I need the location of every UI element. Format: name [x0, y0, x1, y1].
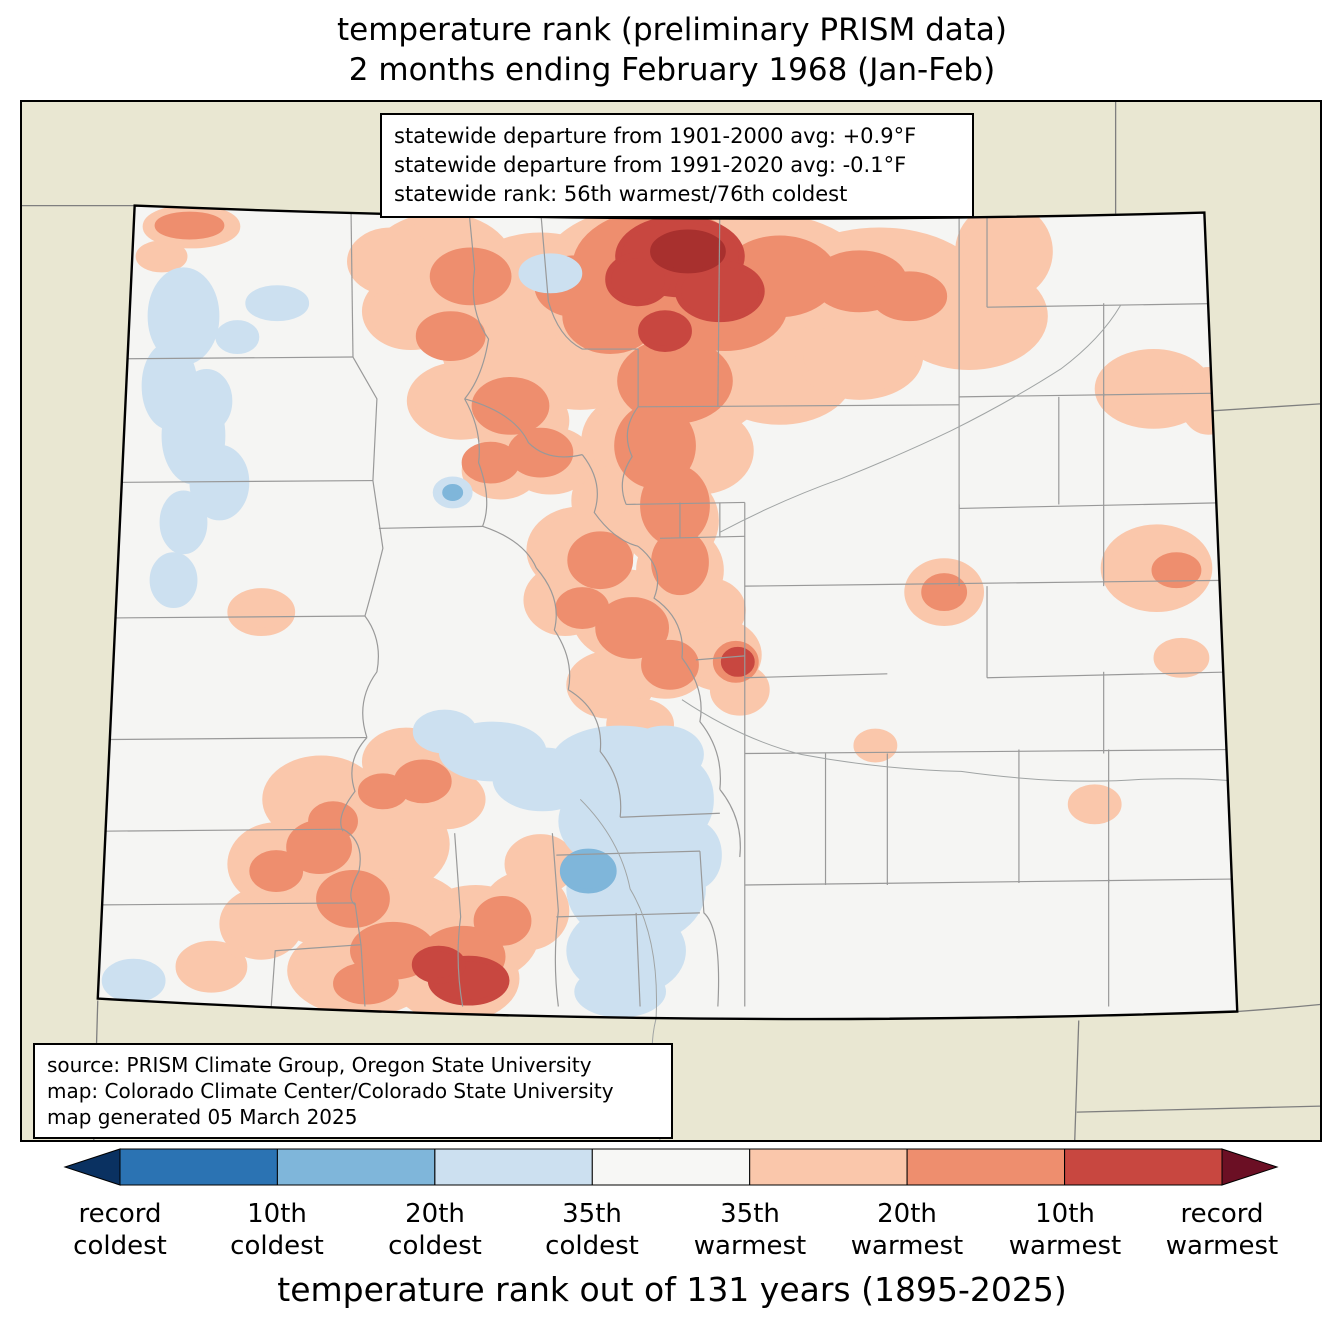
source-line1: source: PRISM Climate Group, Oregon Stat…	[47, 1053, 592, 1077]
colorbar-segment-35th-coldest	[434, 1148, 593, 1186]
title-line1: temperature rank (preliminary PRISM data…	[336, 12, 1007, 48]
colorbar-label-10th-warmest: 10th warmest	[1008, 1199, 1122, 1261]
title-line2: 2 months ending February 1968 (Jan-Feb)	[348, 52, 996, 88]
colorbar-label-35th-warmest: 35th warmest	[693, 1199, 807, 1261]
stats-line3: statewide rank: 56th warmest/76th coldes…	[394, 182, 848, 206]
colorbar-label-35th-coldest: 35th coldest	[545, 1199, 639, 1261]
colorbar-label-20th-coldest: 20th coldest	[388, 1199, 482, 1261]
colorbar-segment-35th-warmest	[749, 1148, 908, 1186]
cold-anomaly-20th	[442, 484, 617, 894]
source-box: source: PRISM Climate Group, Oregon Stat…	[33, 1043, 673, 1139]
colorbar-arrow-record-coldest	[63, 1148, 121, 1186]
colorbar-segment-20th-coldest	[276, 1148, 436, 1186]
cold-anomaly-35th	[101, 253, 722, 1018]
colorbar-label-record-warmest: record warmest	[1165, 1199, 1279, 1261]
colorbar-label-20th-warmest: 20th warmest	[850, 1199, 964, 1261]
colorbar-arrow-record-warmest	[1221, 1148, 1279, 1186]
colorbar-segment-10th-coldest	[119, 1148, 278, 1186]
colorbar-segment-10th-warmest	[1064, 1148, 1223, 1186]
stats-box: statewide departure from 1901-2000 avg: …	[380, 113, 974, 218]
colorbar-segment-20th-warmest	[906, 1148, 1065, 1186]
source-line2: map: Colorado Climate Center/Colorado St…	[47, 1079, 614, 1103]
figure-title: temperature rank (preliminary PRISM data…	[0, 10, 1344, 90]
colorbar	[63, 1148, 1279, 1186]
colorbar-label-10th-coldest: 10th coldest	[230, 1199, 324, 1261]
map-frame: statewide departure from 1901-2000 avg: …	[20, 100, 1322, 1142]
rivers	[681, 304, 1238, 782]
colorado-temperature-rank-map	[22, 102, 1320, 1140]
colorbar-segment-neutral	[591, 1148, 751, 1186]
warm-anomaly-record-core	[650, 229, 726, 274]
colorbar-label-record-coldest: record coldest	[73, 1199, 167, 1261]
colorbar-caption: temperature rank out of 131 years (1895-…	[277, 1270, 1067, 1309]
source-line3: map generated 05 March 2025	[47, 1105, 358, 1129]
stats-line2: statewide departure from 1991-2020 avg: …	[394, 153, 907, 177]
county-borders	[97, 207, 1238, 1007]
stats-line1: statewide departure from 1901-2000 avg: …	[394, 124, 917, 148]
